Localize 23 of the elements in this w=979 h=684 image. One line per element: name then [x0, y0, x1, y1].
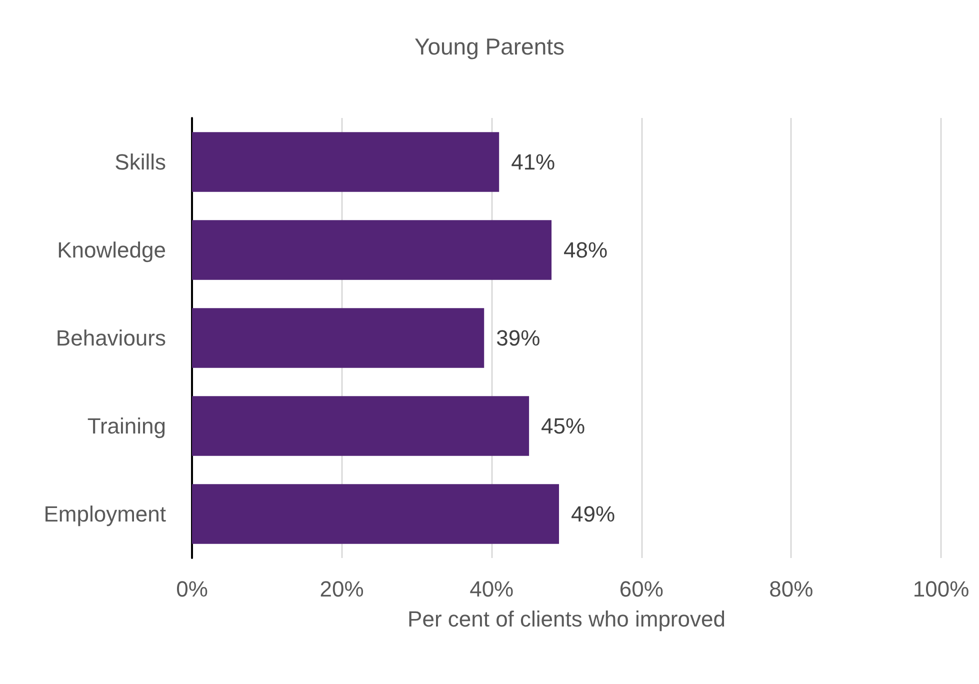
bar	[192, 132, 500, 192]
bar	[192, 484, 560, 544]
chart-title: Young Parents	[414, 34, 565, 60]
data-label: 48%	[564, 238, 608, 262]
bar	[192, 308, 484, 368]
x-tick-label: 20%	[320, 576, 364, 602]
y-tick-label: Behaviours	[56, 326, 166, 350]
x-tick-label: 40%	[470, 576, 514, 602]
x-tick-label: 80%	[769, 576, 814, 602]
bar	[192, 220, 552, 280]
x-tick-label: 100%	[912, 576, 970, 602]
y-tick-label: Employment	[44, 502, 166, 526]
x-tick-label: 60%	[619, 576, 664, 602]
bar	[192, 396, 530, 456]
x-tick-label: 0%	[176, 576, 208, 602]
data-label: 49%	[571, 502, 616, 526]
y-tick-label: Knowledge	[57, 238, 166, 262]
data-label: 39%	[496, 326, 540, 350]
y-tick-label: Skills	[114, 150, 166, 174]
data-label: 45%	[541, 414, 586, 438]
data-label: 41%	[511, 150, 556, 174]
y-tick-label: Training	[87, 414, 166, 438]
x-axis-title: Per cent of clients who improved	[408, 606, 726, 632]
